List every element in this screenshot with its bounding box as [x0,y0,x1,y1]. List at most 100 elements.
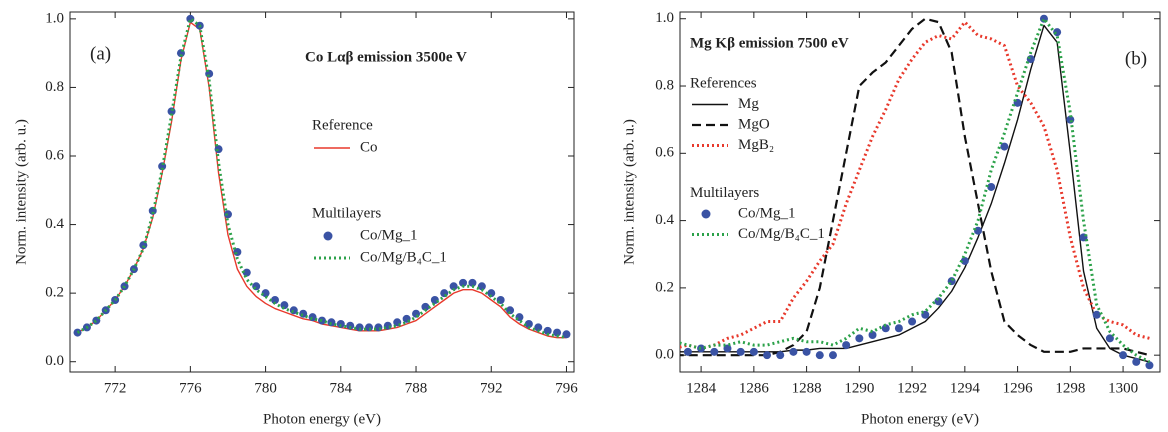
legend-label: MgO [738,116,770,132]
y-tick-label: 0.0 [655,347,674,363]
data-point [683,347,692,356]
y-tick-label: 1.0 [655,10,674,26]
data-point [270,296,279,304]
y-tick-label: 1.0 [45,10,64,26]
legend-label: MgB₂ [738,137,774,153]
x-tick-label: 792 [480,380,503,396]
legend-group-title: References [690,75,757,91]
x-tick-label: 1284 [686,380,717,396]
data-line [680,20,1150,350]
y-tick-label: 0.2 [655,279,674,295]
data-point [776,351,785,360]
plot-area [680,14,1154,370]
data-point [987,182,996,191]
y-tick-label: 0.8 [45,79,64,95]
x-tick-label: 1292 [897,380,927,396]
data-point [697,344,706,353]
data-point [855,334,864,343]
legend-label: Co/Mg_1 [738,205,796,221]
legend-group-title: Multilayers [312,205,381,221]
data-point [802,347,811,356]
x-tick-label: 788 [405,380,428,396]
legend-group-title: Multilayers [690,185,759,201]
data-point [252,282,261,291]
data-point [214,145,223,154]
y-tick-label: 0.4 [45,216,64,232]
x-tick-label: 1294 [950,380,981,396]
data-point [1119,351,1128,360]
data-point [355,323,364,332]
data-point [1105,334,1114,343]
y-tick-label: 0.4 [655,212,674,228]
panel-title: Mg Kβ emission 7500 eV [690,35,849,51]
y-tick-label: 0.0 [45,353,64,369]
x-tick-label: 1300 [1108,380,1138,396]
y-tick-label: 0.8 [655,77,674,93]
data-point [449,282,458,291]
data-point [908,317,917,326]
data-point [881,324,890,333]
data-point [365,323,374,332]
x-axis-label: Photon energy (eV) [263,411,381,427]
panel-label: (b) [1125,48,1147,69]
data-point [468,278,477,287]
data-point [543,326,552,335]
x-tick-label: 1296 [1003,380,1034,396]
plot-frame [679,11,1161,373]
data-point [477,282,486,291]
data-line [76,17,567,340]
data-point [1132,357,1141,366]
data-point [487,289,496,298]
data-point [868,330,877,339]
data-point [280,301,289,310]
data-point [1145,361,1154,370]
data-point [430,296,439,304]
data-point [828,351,837,360]
x-tick-label: 772 [104,380,127,396]
legend-label: Mg [738,96,759,112]
data-line [680,17,1150,357]
data-point [524,320,533,328]
legend-symbol [323,231,333,241]
data-point [346,321,355,330]
x-tick-label: 776 [179,380,202,396]
x-tick-label: 1288 [792,380,822,396]
data-point [710,347,719,356]
legend-group-title: Reference [312,117,373,133]
y-tick-label: 0.2 [45,285,64,301]
panel-title: Co Lαβ emission 3500e V [305,49,467,65]
data-point [242,268,251,277]
data-line [680,17,1151,364]
x-tick-label: 780 [254,380,277,396]
data-point [723,344,732,353]
x-tick-label: 1286 [739,380,770,396]
data-point [736,347,745,356]
data-point [261,289,270,298]
data-point [960,256,969,265]
data-point [1000,142,1009,151]
data-point [815,351,824,360]
data-point [789,347,798,356]
panel-label: (a) [90,43,111,64]
x-axis-label: Photon energy (eV) [861,411,979,427]
data-point [553,328,562,337]
data-point [223,210,232,219]
x-tick-label: 796 [555,380,578,396]
data-point [139,241,148,250]
data-point [842,341,851,350]
plot-area [73,14,571,340]
x-tick-label: 784 [330,380,353,396]
x-tick-label: 1298 [1055,380,1085,396]
plot-frame [69,11,575,373]
data-point [894,324,903,333]
data-point [336,320,345,328]
data-point [749,347,758,356]
y-tick-label: 0.6 [655,145,674,161]
legend-symbol [701,209,711,219]
data-point [459,278,468,287]
data-point [1092,310,1101,319]
data-point [562,330,571,339]
y-axis-label: Norm. intensity (arb. u.) [621,119,637,265]
data-point [934,297,943,306]
